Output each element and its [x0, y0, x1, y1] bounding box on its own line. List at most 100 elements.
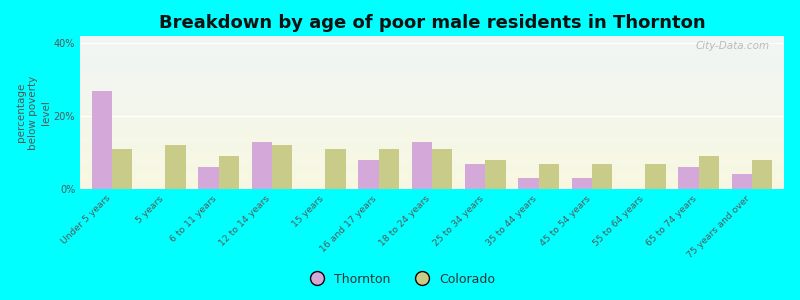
Y-axis label: percentage
below poverty
level: percentage below poverty level	[16, 75, 51, 150]
Bar	[80, 117, 784, 118]
Bar	[252, 142, 272, 189]
Bar	[80, 164, 784, 165]
Bar	[80, 71, 784, 72]
Bar	[80, 39, 784, 40]
Bar	[80, 126, 784, 127]
Bar	[486, 160, 506, 189]
Bar	[80, 70, 784, 71]
Bar	[80, 156, 784, 157]
Bar	[80, 105, 784, 106]
Bar	[80, 179, 784, 180]
Bar	[80, 36, 784, 37]
Legend: Thornton, Colorado: Thornton, Colorado	[299, 268, 501, 291]
Bar	[80, 55, 784, 56]
Bar	[518, 178, 538, 189]
Bar	[80, 56, 784, 57]
Bar	[538, 164, 559, 189]
Bar	[80, 133, 784, 134]
Bar	[80, 137, 784, 138]
Bar	[80, 160, 784, 161]
Bar	[198, 167, 218, 189]
Bar	[80, 45, 784, 46]
Bar	[80, 101, 784, 102]
Bar	[80, 54, 784, 55]
Bar	[80, 85, 784, 86]
Bar	[80, 99, 784, 100]
Bar	[80, 108, 784, 109]
Bar	[80, 146, 784, 147]
Bar	[112, 149, 132, 189]
Bar	[80, 46, 784, 47]
Bar	[80, 181, 784, 182]
Bar	[80, 44, 784, 45]
Bar	[80, 183, 784, 184]
Bar	[80, 57, 784, 58]
Bar	[592, 164, 612, 189]
Bar	[80, 52, 784, 53]
Bar	[80, 86, 784, 87]
Bar	[80, 82, 784, 83]
Bar	[80, 116, 784, 117]
Bar	[80, 171, 784, 172]
Bar	[80, 182, 784, 183]
Bar	[80, 119, 784, 120]
Bar	[80, 61, 784, 62]
Bar	[326, 149, 346, 189]
Bar	[80, 129, 784, 130]
Bar	[80, 72, 784, 73]
Bar	[80, 42, 784, 43]
Bar	[80, 142, 784, 143]
Bar	[80, 109, 784, 110]
Bar	[80, 74, 784, 75]
Bar	[80, 95, 784, 96]
Bar	[80, 170, 784, 171]
Bar	[80, 67, 784, 68]
Bar	[80, 79, 784, 80]
Bar	[80, 122, 784, 123]
Bar	[412, 142, 432, 189]
Bar	[80, 38, 784, 39]
Bar	[80, 63, 784, 64]
Bar	[80, 68, 784, 69]
Bar	[80, 128, 784, 129]
Bar	[80, 89, 784, 90]
Title: Breakdown by age of poor male residents in Thornton: Breakdown by age of poor male residents …	[158, 14, 706, 32]
Bar	[80, 110, 784, 111]
Bar	[80, 100, 784, 101]
Bar	[80, 124, 784, 125]
Bar	[80, 64, 784, 65]
Bar	[80, 174, 784, 175]
Bar	[80, 162, 784, 163]
Bar	[80, 69, 784, 70]
Bar	[80, 113, 784, 114]
Bar	[80, 41, 784, 42]
Bar	[80, 112, 784, 113]
Bar	[80, 154, 784, 155]
Bar	[80, 59, 784, 60]
Bar	[80, 157, 784, 158]
Bar	[732, 174, 752, 189]
Bar	[80, 43, 784, 44]
Bar	[80, 77, 784, 78]
Bar	[80, 173, 784, 174]
Bar	[80, 159, 784, 160]
Bar	[80, 87, 784, 88]
Bar	[80, 80, 784, 81]
Bar	[80, 104, 784, 105]
Bar	[80, 49, 784, 50]
Bar	[80, 48, 784, 49]
Bar	[80, 136, 784, 137]
Bar	[80, 185, 784, 186]
Bar	[80, 90, 784, 91]
Bar	[80, 66, 784, 67]
Bar	[80, 91, 784, 92]
Bar	[80, 144, 784, 145]
Bar	[80, 50, 784, 51]
Bar	[752, 160, 772, 189]
Bar	[80, 153, 784, 154]
Bar	[80, 125, 784, 126]
Bar	[465, 164, 486, 189]
Bar	[80, 184, 784, 185]
Bar	[80, 121, 784, 122]
Bar	[80, 75, 784, 76]
